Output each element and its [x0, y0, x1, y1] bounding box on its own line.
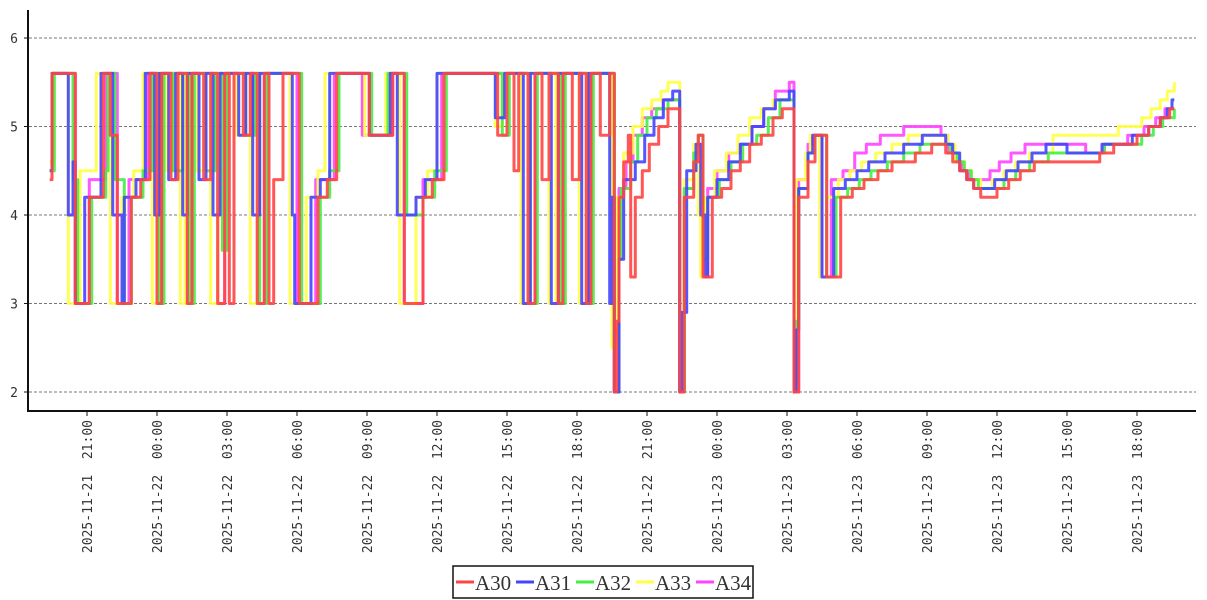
x-tick-label: 2025-11-22 09:00: [361, 420, 376, 553]
x-tick-label: 2025-11-22 12:00: [431, 420, 446, 553]
x-tick-label: 2025-11-23 09:00: [921, 420, 936, 553]
x-tick-label: 2025-11-23 18:00: [1131, 420, 1146, 553]
legend-label-a32: A32: [595, 571, 631, 595]
legend-label-a33: A33: [655, 571, 691, 595]
y-tick-label: 2: [10, 386, 18, 401]
y-tick-label: 6: [10, 32, 18, 47]
x-tick-label: 2025-11-23 00:00: [711, 420, 726, 553]
series-line-a30: [49, 71, 1175, 394]
legend-label-a30: A30: [475, 571, 511, 595]
y-tick-label: 3: [10, 298, 18, 313]
x-tick-label: 2025-11-23 03:00: [781, 420, 796, 553]
x-tick-label: 2025-11-22 06:00: [291, 420, 306, 553]
x-tick-label: 2025-11-22 21:00: [641, 420, 656, 553]
x-tick-label: 2025-11-21 21:00: [81, 420, 96, 553]
x-tick-label: 2025-11-23 15:00: [1061, 420, 1076, 553]
legend-label-a31: A31: [535, 571, 571, 595]
x-tick-label: 2025-11-22 15:00: [501, 420, 516, 553]
y-tick-label: 4: [10, 209, 18, 224]
series-line-a31: [49, 71, 1175, 394]
x-axis-ticks: 2025-11-21 21:00 2025-11-22 00:00 2025-11-…: [81, 411, 1146, 553]
x-tick-label: 2025-11-22 03:00: [221, 420, 236, 553]
x-tick-label: 2025-11-22 18:00: [571, 420, 586, 553]
y-tick-label: 5: [10, 121, 18, 136]
x-tick-label: 2025-11-23 12:00: [991, 420, 1006, 553]
series-lines: [49, 71, 1176, 394]
x-tick-label: 2025-11-22 00:00: [151, 420, 166, 553]
x-tick-label: 2025-11-23 06:00: [851, 420, 866, 553]
legend-label-a34: A34: [715, 571, 752, 595]
grid-lines: [29, 37, 1196, 393]
y-axis-ticks: 2 3 4 5 6: [10, 32, 28, 401]
legend: A30 A31 A32 A33 A34: [452, 565, 754, 599]
